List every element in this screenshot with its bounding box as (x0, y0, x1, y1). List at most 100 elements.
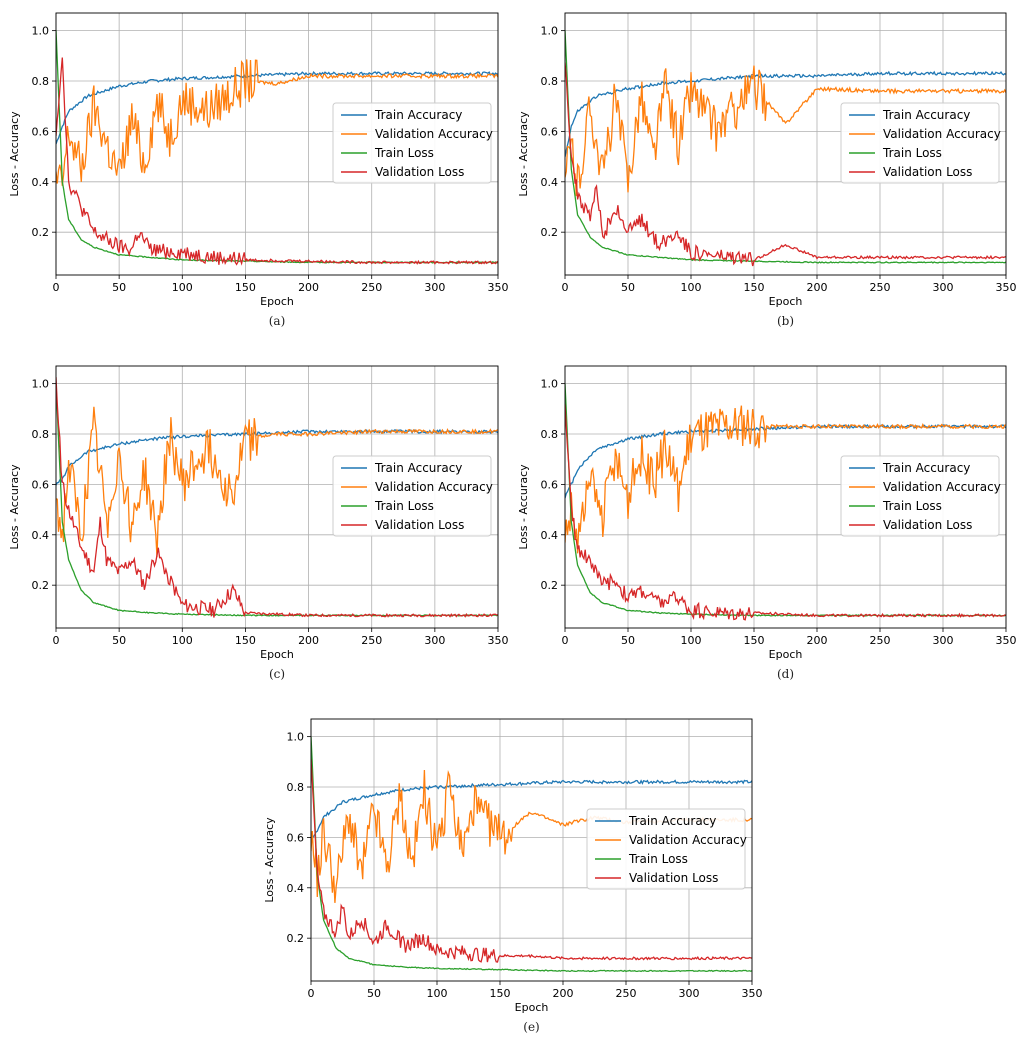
legend-label: Train Loss (882, 146, 942, 160)
legend: Train Accuracy Validation Accuracy Train L… (586, 808, 747, 890)
plot-frame (55, 365, 499, 629)
x-tick-label: 50 (621, 281, 635, 294)
y-tick-label: 1.0 (32, 25, 50, 38)
legend-box (840, 102, 1000, 184)
legend-label: Train Accuracy (628, 814, 716, 828)
x-tick-label: 300 (933, 281, 954, 294)
series-line-validation-loss (565, 404, 1006, 621)
legend-label: Train Loss (374, 499, 434, 513)
x-tick-label: 350 (996, 634, 1017, 647)
y-tick-label: 0.2 (32, 579, 50, 592)
series-group (56, 377, 498, 618)
legend: Train Accuracy Validation Accuracy Train L… (332, 102, 493, 184)
legend-label: Validation Loss (375, 165, 464, 179)
y-tick-label: 0.4 (287, 882, 305, 895)
legend-label: Validation Accuracy (883, 480, 1001, 494)
x-tick-label: 300 (933, 634, 954, 647)
x-tick-label: 100 (427, 987, 448, 1000)
x-tick-label: 250 (361, 281, 382, 294)
y-tick-label: 0.8 (32, 428, 50, 441)
legend-box (332, 455, 492, 537)
x-tick-label: 150 (235, 634, 256, 647)
y-tick-label: 0.6 (32, 125, 50, 138)
y-tick-label: 0.4 (541, 176, 559, 189)
y-axis-label: Loss - Accuracy (8, 111, 21, 197)
y-tick-label: 0.8 (287, 781, 305, 794)
series-line-validation-loss (56, 57, 498, 266)
series-line-validation-accuracy (56, 59, 498, 186)
x-tick-label: 250 (870, 281, 891, 294)
series-group (565, 383, 1006, 621)
y-tick-label: 0.6 (287, 831, 305, 844)
series-line-validation-loss (565, 62, 1006, 267)
legend-label: Train Accuracy (374, 461, 462, 475)
y-tick-label: 0.8 (32, 75, 50, 88)
series-line-validation-loss (311, 759, 752, 963)
y-tick-label: 0.8 (541, 428, 559, 441)
x-tick-label: 0 (562, 634, 569, 647)
x-tick-label: 200 (807, 634, 828, 647)
x-tick-label: 100 (681, 634, 702, 647)
x-axis-label: Epoch (769, 648, 803, 661)
series-line-validation-loss (56, 377, 498, 618)
x-tick-label: 150 (235, 281, 256, 294)
panel-caption: (a) (269, 314, 286, 328)
y-axis-label: Loss - Accuracy (8, 464, 21, 550)
legend-box (332, 102, 492, 184)
x-tick-label: 50 (621, 634, 635, 647)
series-line-validation-accuracy (56, 406, 498, 558)
legend-label: Train Loss (882, 499, 942, 513)
x-tick-label: 150 (490, 987, 511, 1000)
x-tick-label: 350 (742, 987, 763, 1000)
y-tick-label: 0.4 (32, 176, 50, 189)
series-line-train-accuracy (565, 70, 1006, 158)
legend-label: Train Loss (628, 852, 688, 866)
x-tick-label: 50 (112, 634, 126, 647)
x-tick-label: 350 (488, 281, 509, 294)
x-tick-label: 150 (744, 634, 765, 647)
series-line-train-accuracy (311, 779, 752, 842)
x-tick-label: 200 (298, 634, 319, 647)
y-tick-label: 1.0 (287, 731, 305, 744)
x-tick-label: 300 (424, 281, 445, 294)
x-axis-label: Epoch (260, 295, 294, 308)
legend-label: Train Accuracy (882, 108, 970, 122)
plot-frame (564, 365, 1007, 629)
plot-frame (310, 718, 753, 982)
x-tick-label: 100 (172, 281, 193, 294)
y-tick-label: 0.6 (541, 125, 559, 138)
x-tick-label: 0 (53, 281, 60, 294)
legend-box (586, 808, 746, 890)
legend-label: Validation Accuracy (375, 127, 493, 141)
panel-caption: (b) (777, 314, 794, 328)
series-line-validation-accuracy (565, 65, 1006, 197)
y-tick-label: 1.0 (541, 378, 559, 391)
x-tick-label: 200 (807, 281, 828, 294)
legend-box (840, 455, 1000, 537)
legend-label: Validation Accuracy (375, 480, 493, 494)
x-tick-label: 250 (616, 987, 637, 1000)
x-tick-label: 350 (488, 634, 509, 647)
chart-panel-a: 0 50 100 150 200 250 300 350 0.2 0.4 0.6 0.8 1.0 Epoc… (8, 12, 509, 328)
chart-panel-b: 0 50 100 150 200 250 300 350 0.2 0.4 0.6 0.8 1.0 Epoc… (517, 12, 1017, 328)
x-tick-label: 0 (562, 281, 569, 294)
x-tick-label: 100 (172, 634, 193, 647)
legend-label: Train Loss (374, 146, 434, 160)
panel-caption: (d) (777, 667, 794, 681)
x-tick-label: 200 (553, 987, 574, 1000)
y-tick-label: 0.2 (541, 579, 559, 592)
x-tick-label: 0 (308, 987, 315, 1000)
x-tick-label: 250 (870, 634, 891, 647)
series-line-train-loss (56, 383, 498, 617)
x-tick-label: 300 (679, 987, 700, 1000)
legend: Train Accuracy Validation Accuracy Train L… (332, 455, 493, 537)
legend-label: Validation Loss (883, 518, 972, 532)
y-tick-label: 0.8 (541, 75, 559, 88)
plot-frame (564, 12, 1007, 276)
chart-panel-e: 0 50 100 150 200 250 300 350 0.2 0.4 0.6 0.8 1.0 Epoc… (263, 718, 763, 1034)
legend-label: Train Accuracy (882, 461, 970, 475)
y-axis-label: Loss - Accuracy (517, 464, 530, 550)
x-tick-label: 50 (112, 281, 126, 294)
x-axis-label: Epoch (769, 295, 803, 308)
